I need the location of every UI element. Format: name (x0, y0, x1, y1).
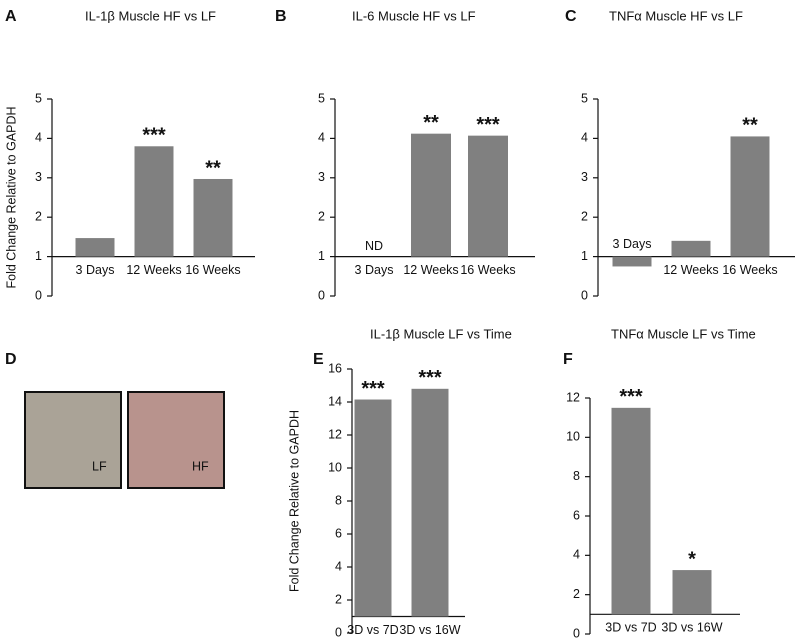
y-tick-label: 2 (573, 587, 580, 601)
y-tick-label: 4 (573, 548, 580, 562)
micrograph (127, 391, 225, 489)
y-tick-label: 0 (335, 625, 342, 639)
x-tick-label: 12 Weeks (663, 263, 718, 277)
x-tick-label: 3 Days (76, 263, 115, 277)
significance: *** (619, 386, 643, 408)
chart-title: IL-6 Muscle HF vs LF (352, 8, 476, 23)
panel-label: C (565, 8, 577, 25)
y-tick-label: 2 (318, 209, 325, 223)
bar (612, 256, 652, 267)
panel-label: A (5, 8, 17, 25)
significance: ** (742, 115, 758, 137)
y-tick-label: 4 (318, 131, 325, 145)
y-tick-label: 3 (581, 170, 588, 184)
bar (193, 178, 233, 257)
y-tick-label: 12 (328, 427, 342, 441)
bar (75, 238, 115, 257)
significance: *** (418, 367, 442, 389)
chart-title: IL-1β Muscle HF vs LF (85, 8, 216, 23)
x-tick-label: 16 Weeks (185, 263, 240, 277)
panel-label: B (275, 8, 287, 25)
y-tick-label: 2 (581, 209, 588, 223)
y-tick-label: 8 (335, 493, 342, 507)
x-tick-label: 3D vs 7D (347, 623, 398, 637)
y-tick-label: 1 (581, 249, 588, 263)
y-tick-label: 0 (581, 288, 588, 302)
y-axis-label: Fold Change Relative to GAPDH (4, 106, 18, 288)
y-tick-label: 0 (35, 288, 42, 302)
y-tick-label: 5 (35, 91, 42, 105)
micrograph (24, 391, 122, 489)
y-tick-label: 2 (335, 592, 342, 606)
significance: *** (361, 378, 385, 400)
panel-label: E (313, 351, 324, 368)
x-tick-label: 3 Days (613, 237, 652, 251)
image-label: LF (92, 459, 107, 473)
panel-label: D (5, 351, 17, 368)
panel-label: F (563, 351, 573, 368)
y-tick-label: 8 (573, 469, 580, 483)
y-tick-label: 6 (335, 526, 342, 540)
x-tick-label: 3D vs 7D (605, 621, 656, 635)
y-tick-label: 1 (318, 249, 325, 263)
y-tick-label: 10 (328, 460, 342, 474)
x-tick-label: 12 Weeks (403, 263, 458, 277)
y-tick-label: 12 (566, 390, 580, 404)
bar (134, 146, 174, 257)
significance: *** (142, 125, 166, 147)
y-tick-label: 5 (581, 91, 588, 105)
x-tick-label: 3D vs 16W (399, 623, 460, 637)
y-tick-label: 0 (318, 288, 325, 302)
y-tick-label: 4 (335, 559, 342, 573)
bar (468, 135, 508, 257)
y-tick-label: 3 (318, 170, 325, 184)
significance: ** (205, 157, 221, 179)
bar (611, 407, 651, 615)
y-tick-label: 4 (581, 131, 588, 145)
bar (411, 388, 449, 617)
y-tick-label: 2 (35, 209, 42, 223)
y-tick-label: 4 (35, 131, 42, 145)
y-tick-label: 1 (35, 249, 42, 263)
significance: * (688, 548, 696, 570)
y-axis-label: Fold Change Relative to GAPDH (287, 410, 301, 592)
chart-title: TNFα Muscle LF vs Time (611, 326, 756, 341)
bar (411, 133, 451, 257)
y-tick-label: 5 (318, 91, 325, 105)
x-tick-label: 16 Weeks (722, 263, 777, 277)
x-tick-label: 16 Weeks (460, 263, 515, 277)
bar (354, 399, 392, 617)
x-tick-label: 3 Days (355, 263, 394, 277)
significance: *** (476, 114, 500, 136)
significance: ** (423, 112, 439, 134)
y-tick-label: 10 (566, 430, 580, 444)
y-tick-label: 3 (35, 170, 42, 184)
image-label: HF (192, 459, 209, 473)
y-tick-label: 14 (328, 394, 342, 408)
bar (730, 136, 770, 257)
bar (672, 570, 712, 615)
x-tick-label: 3D vs 16W (661, 621, 722, 635)
bar (671, 240, 711, 257)
y-tick-label: 0 (573, 626, 580, 640)
y-tick-label: 16 (328, 361, 342, 375)
y-tick-label: 6 (573, 508, 580, 522)
annotation: ND (365, 239, 383, 253)
chart-title: TNFα Muscle HF vs LF (609, 8, 743, 23)
x-tick-label: 12 Weeks (126, 263, 181, 277)
chart-title: IL-1β Muscle LF vs Time (370, 326, 512, 341)
